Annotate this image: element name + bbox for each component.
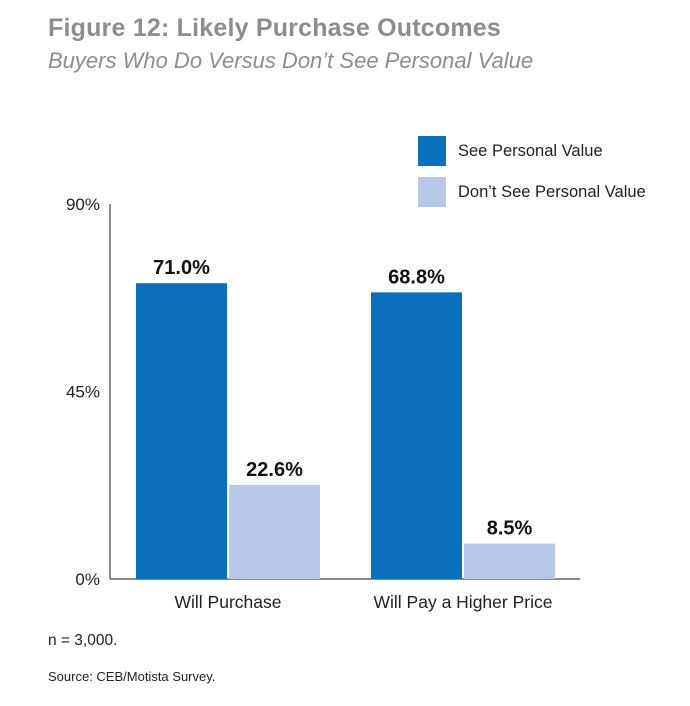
bar <box>464 543 555 579</box>
legend: See Personal Value Don’t See Personal Va… <box>418 136 646 218</box>
bar <box>136 283 227 579</box>
bar <box>229 484 320 579</box>
source-note: Source: CEB/Motista Survey. <box>48 669 216 684</box>
bar <box>371 292 462 579</box>
legend-label: Don’t See Personal Value <box>458 182 646 201</box>
legend-swatch-see-personal-value <box>418 136 446 166</box>
y-tick-label: 0% <box>75 570 100 589</box>
legend-item-see-personal-value: See Personal Value <box>418 136 646 166</box>
y-tick-label: 45% <box>66 383 100 402</box>
legend-item-dont-see-personal-value: Don’t See Personal Value <box>418 177 646 207</box>
x-tick-label: Will Purchase <box>175 592 282 612</box>
sample-size-note: n = 3,000. <box>48 632 118 649</box>
data-label: 71.0% <box>153 257 210 279</box>
data-label: 68.8% <box>388 266 445 288</box>
legend-swatch-dont-see-personal-value <box>418 177 446 207</box>
y-tick-label: 90% <box>66 195 100 214</box>
data-label: 22.6% <box>246 459 303 481</box>
chart-subtitle: Buyers Who Do Versus Don’t See Personal … <box>48 48 534 73</box>
x-tick-label: Will Pay a Higher Price <box>374 592 553 612</box>
chart-title: Figure 12: Likely Purchase Outcomes <box>48 14 501 42</box>
data-label: 8.5% <box>487 518 533 540</box>
legend-label: See Personal Value <box>458 141 603 160</box>
